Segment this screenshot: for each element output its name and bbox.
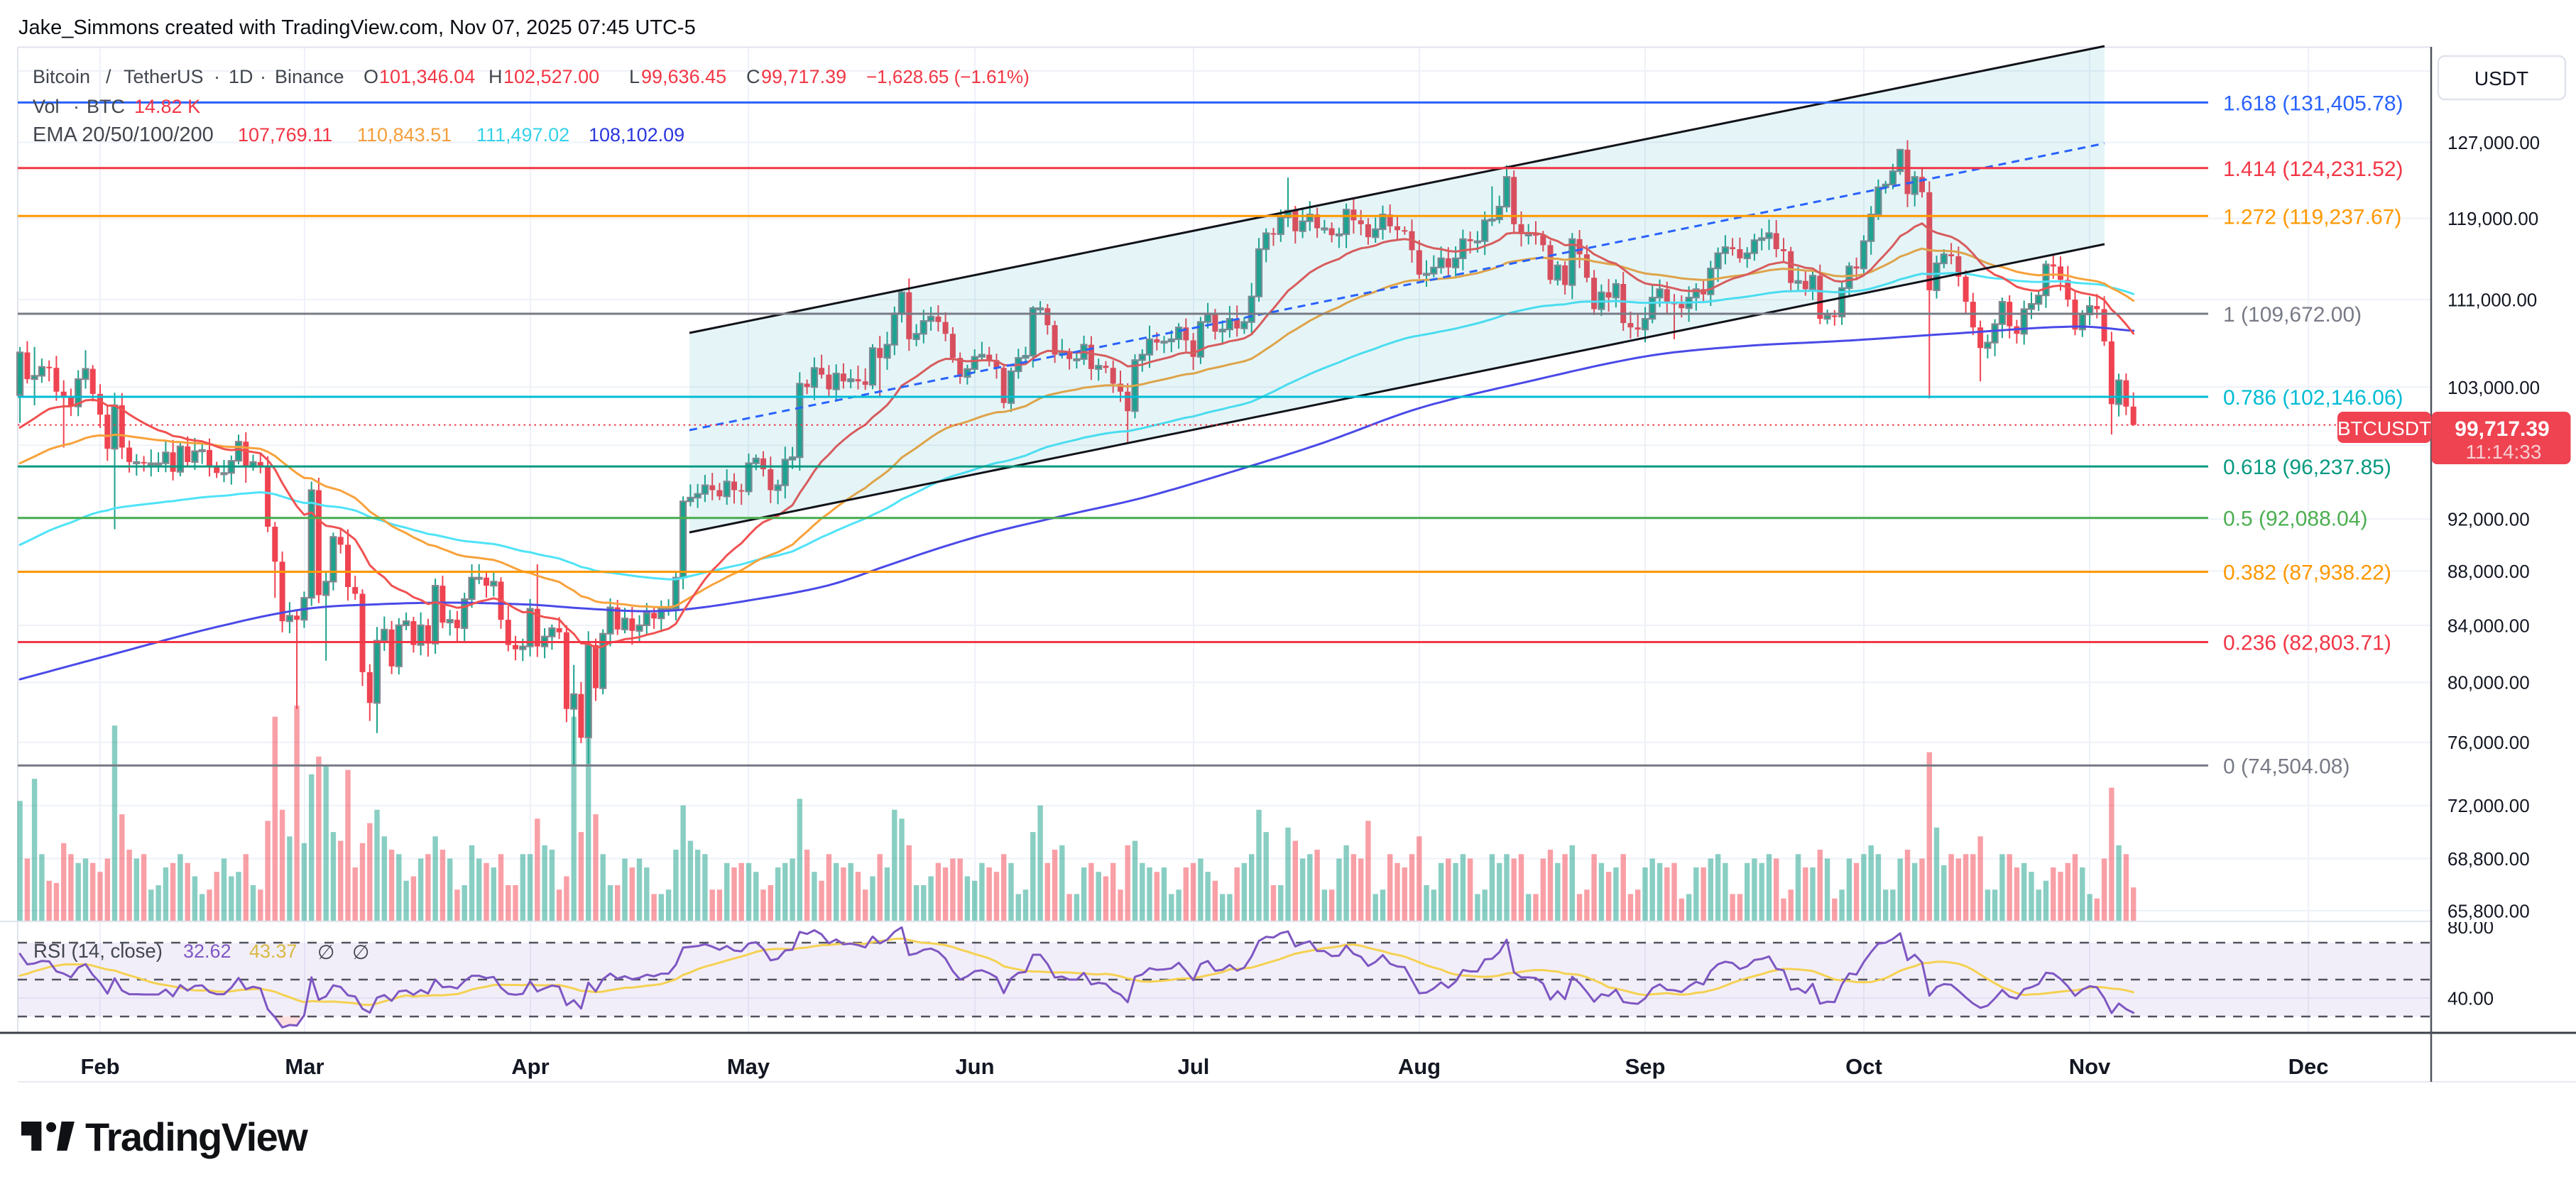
svg-text:Jake_Simmons created with Trad: Jake_Simmons created with TradingView.co… bbox=[18, 16, 696, 39]
svg-text:RSI (14, close): RSI (14, close) bbox=[33, 940, 163, 962]
svg-text:108,102.09: 108,102.09 bbox=[589, 124, 684, 146]
svg-text:88,000.00: 88,000.00 bbox=[2447, 561, 2530, 582]
svg-text:101,346.04: 101,346.04 bbox=[379, 66, 475, 87]
svg-text:Jun: Jun bbox=[955, 1054, 994, 1079]
svg-text:99,636.45: 99,636.45 bbox=[641, 66, 726, 87]
svg-text:Aug: Aug bbox=[1398, 1054, 1441, 1079]
svg-text:92,000.00: 92,000.00 bbox=[2447, 509, 2530, 530]
svg-text:99,717.39: 99,717.39 bbox=[761, 66, 846, 87]
svg-text:72,000.00: 72,000.00 bbox=[2447, 795, 2530, 816]
svg-text:76,000.00: 76,000.00 bbox=[2447, 732, 2530, 753]
svg-text:111,497.02: 111,497.02 bbox=[476, 124, 569, 146]
svg-text:1.272 (119,237.67): 1.272 (119,237.67) bbox=[2223, 205, 2401, 229]
svg-text:TetherUS: TetherUS bbox=[124, 66, 204, 87]
svg-text:99,717.39: 99,717.39 bbox=[2455, 417, 2549, 441]
svg-text:68,800.00: 68,800.00 bbox=[2447, 848, 2530, 870]
svg-text:1.414 (124,231.52): 1.414 (124,231.52) bbox=[2223, 158, 2403, 181]
svg-text:107,769.11: 107,769.11 bbox=[238, 124, 332, 146]
svg-text:43.37: 43.37 bbox=[249, 941, 298, 962]
svg-text:0.382 (87,938.22): 0.382 (87,938.22) bbox=[2223, 561, 2391, 585]
svg-text:1D: 1D bbox=[229, 66, 253, 87]
svg-text:·: · bbox=[260, 66, 266, 87]
svg-text:Oct: Oct bbox=[1845, 1054, 1882, 1079]
svg-text:40.00: 40.00 bbox=[2447, 988, 2494, 1009]
svg-text:Apr: Apr bbox=[511, 1054, 549, 1079]
svg-text:1.618 (131,405.78): 1.618 (131,405.78) bbox=[2223, 92, 2403, 115]
svg-text:32.62: 32.62 bbox=[183, 941, 231, 962]
svg-text:Feb: Feb bbox=[80, 1054, 119, 1079]
svg-text:0 (74,504.08): 0 (74,504.08) bbox=[2223, 755, 2349, 778]
svg-text:0.236 (82,803.71): 0.236 (82,803.71) bbox=[2223, 632, 2391, 655]
svg-text:O: O bbox=[364, 66, 378, 87]
svg-text:−1,628.65 (−1.61%): −1,628.65 (−1.61%) bbox=[866, 66, 1030, 87]
svg-text:11:14:33: 11:14:33 bbox=[2466, 441, 2542, 463]
svg-text:May: May bbox=[727, 1054, 770, 1079]
svg-text:C: C bbox=[746, 66, 760, 87]
svg-text:L: L bbox=[629, 66, 640, 87]
svg-text:TradingView: TradingView bbox=[85, 1114, 308, 1159]
svg-text:0.786 (102,146.06): 0.786 (102,146.06) bbox=[2223, 386, 2403, 410]
svg-text:·: · bbox=[73, 96, 80, 117]
svg-text:0.618 (96,237.85): 0.618 (96,237.85) bbox=[2223, 456, 2391, 479]
svg-text:119,000.00: 119,000.00 bbox=[2447, 208, 2538, 229]
svg-text:Bitcoin: Bitcoin bbox=[33, 66, 90, 87]
svg-text:103,000.00: 103,000.00 bbox=[2447, 377, 2540, 398]
svg-text:BTCUSDT: BTCUSDT bbox=[2337, 417, 2431, 439]
svg-text:102,527.00: 102,527.00 bbox=[503, 66, 599, 87]
svg-text:Jul: Jul bbox=[1178, 1054, 1210, 1079]
svg-text:H: H bbox=[489, 66, 503, 87]
svg-text:1 (109,672.00): 1 (109,672.00) bbox=[2223, 303, 2362, 327]
svg-text:/: / bbox=[106, 66, 111, 87]
svg-text:0.5 (92,088.04): 0.5 (92,088.04) bbox=[2223, 508, 2367, 531]
svg-text:Nov: Nov bbox=[2069, 1054, 2111, 1079]
svg-text:Mar: Mar bbox=[285, 1054, 324, 1079]
svg-text:EMA 20/50/100/200: EMA 20/50/100/200 bbox=[33, 124, 214, 146]
svg-text:Sep: Sep bbox=[1625, 1054, 1666, 1079]
svg-text:∅: ∅ bbox=[317, 941, 334, 963]
svg-text:14.82 K: 14.82 K bbox=[134, 96, 200, 117]
svg-text:84,000.00: 84,000.00 bbox=[2447, 615, 2530, 636]
svg-text:111,000.00: 111,000.00 bbox=[2447, 290, 2537, 311]
svg-text:∅: ∅ bbox=[352, 941, 369, 963]
svg-text:65,800.00: 65,800.00 bbox=[2447, 900, 2530, 921]
svg-text:USDT: USDT bbox=[2474, 67, 2528, 89]
svg-text:80,000.00: 80,000.00 bbox=[2447, 672, 2530, 694]
svg-text:127,000.00: 127,000.00 bbox=[2447, 132, 2540, 153]
svg-text:BTC: BTC bbox=[87, 96, 125, 117]
svg-text:110,843.51: 110,843.51 bbox=[357, 124, 452, 146]
svg-text:Dec: Dec bbox=[2288, 1054, 2329, 1079]
svg-text:Vol: Vol bbox=[33, 96, 60, 117]
svg-text:Binance: Binance bbox=[275, 66, 344, 87]
svg-text:·: · bbox=[214, 66, 220, 87]
